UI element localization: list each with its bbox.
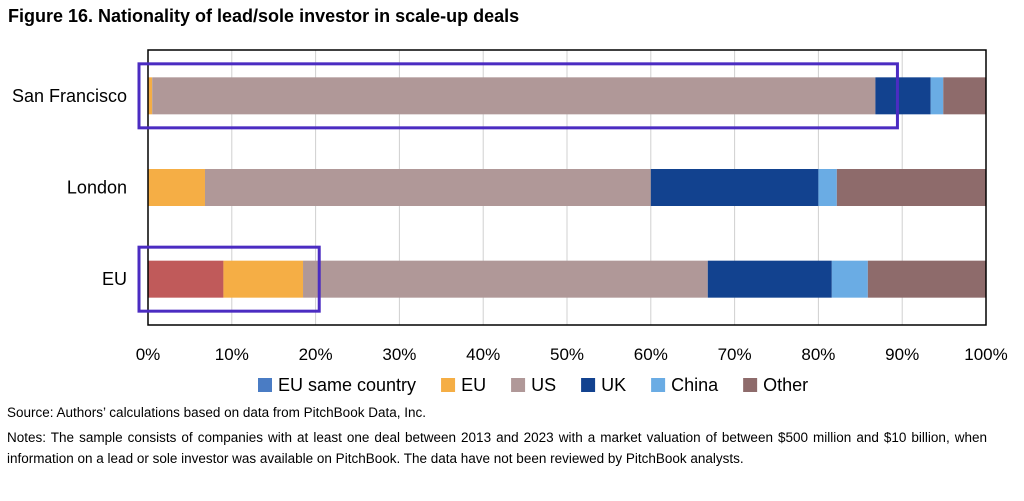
x-tick-label: 20% bbox=[299, 345, 333, 364]
bar-san-francisco-us bbox=[152, 77, 876, 115]
x-tick-label: 0% bbox=[136, 345, 161, 364]
stacked-bar-chart: San Francisco London EU 0% 10% 20% 30% 40% 50% 6… bbox=[12, 49, 1008, 395]
legend-swatch-china bbox=[651, 378, 666, 392]
source-note: Source: Authors’ calculations based on d… bbox=[7, 405, 426, 420]
highlight-box-eu bbox=[137, 245, 321, 313]
legend-label-eu-same-country: EU same country bbox=[278, 375, 416, 395]
x-tick-label: 100% bbox=[964, 345, 1007, 364]
bar-eu-eu bbox=[223, 260, 304, 298]
legend-swatch-uk bbox=[581, 378, 596, 392]
bar-eu-uk bbox=[707, 260, 832, 298]
x-tick-label: 80% bbox=[801, 345, 835, 364]
x-tick-label: 70% bbox=[718, 345, 752, 364]
bar-eu-eu-same-country bbox=[148, 260, 224, 298]
category-label-san-francisco: San Francisco bbox=[12, 86, 127, 106]
legend-label-uk: UK bbox=[601, 375, 626, 395]
legend-swatch-us bbox=[511, 378, 526, 392]
notes-text: Notes: The sample consists of companies … bbox=[7, 430, 987, 466]
bar-san-francisco-uk bbox=[875, 77, 931, 115]
bars bbox=[148, 77, 986, 298]
legend-swatch-eu-same-country bbox=[258, 378, 272, 392]
highlight-box-san-francisco bbox=[137, 62, 899, 130]
x-tick-label: 90% bbox=[885, 345, 919, 364]
bar-eu-other bbox=[867, 260, 986, 298]
chart-title: Figure 16. Nationality of lead/sole inve… bbox=[8, 6, 520, 26]
bar-eu-china bbox=[831, 260, 868, 298]
bar-san-francisco-other bbox=[943, 77, 986, 115]
bar-london-eu bbox=[148, 169, 205, 206]
category-label-london: London bbox=[67, 178, 127, 198]
legend-swatch-other bbox=[743, 378, 758, 392]
plot-area-frame bbox=[147, 49, 987, 326]
bar-london-china bbox=[818, 169, 837, 206]
bar-london-us bbox=[204, 169, 651, 206]
legend-label-eu: EU bbox=[461, 375, 486, 395]
bar-eu-us bbox=[303, 260, 708, 298]
legend-swatch-eu bbox=[441, 378, 456, 392]
highlight-boxes bbox=[137, 62, 899, 313]
bar-london-other bbox=[836, 169, 986, 206]
x-tick-label: 30% bbox=[382, 345, 416, 364]
bar-san-francisco-eu bbox=[148, 77, 153, 115]
category-label-eu: EU bbox=[102, 269, 127, 289]
legend-label-us: US bbox=[531, 375, 556, 395]
x-axis-ticks: 0% 10% 20% 30% 40% 50% 60% 70% 80% 90% 100% bbox=[136, 345, 1008, 364]
legend-label-china: China bbox=[671, 375, 719, 395]
legend: EU same country EU US UK China Other bbox=[258, 375, 808, 395]
x-tick-label: 60% bbox=[634, 345, 668, 364]
legend-label-other: Other bbox=[763, 375, 808, 395]
x-tick-label: 50% bbox=[550, 345, 584, 364]
x-tick-label: 10% bbox=[215, 345, 249, 364]
bar-san-francisco-china bbox=[930, 77, 944, 115]
x-tick-label: 40% bbox=[466, 345, 500, 364]
bar-london-uk bbox=[650, 169, 819, 206]
category-labels: San Francisco London EU bbox=[12, 86, 127, 289]
